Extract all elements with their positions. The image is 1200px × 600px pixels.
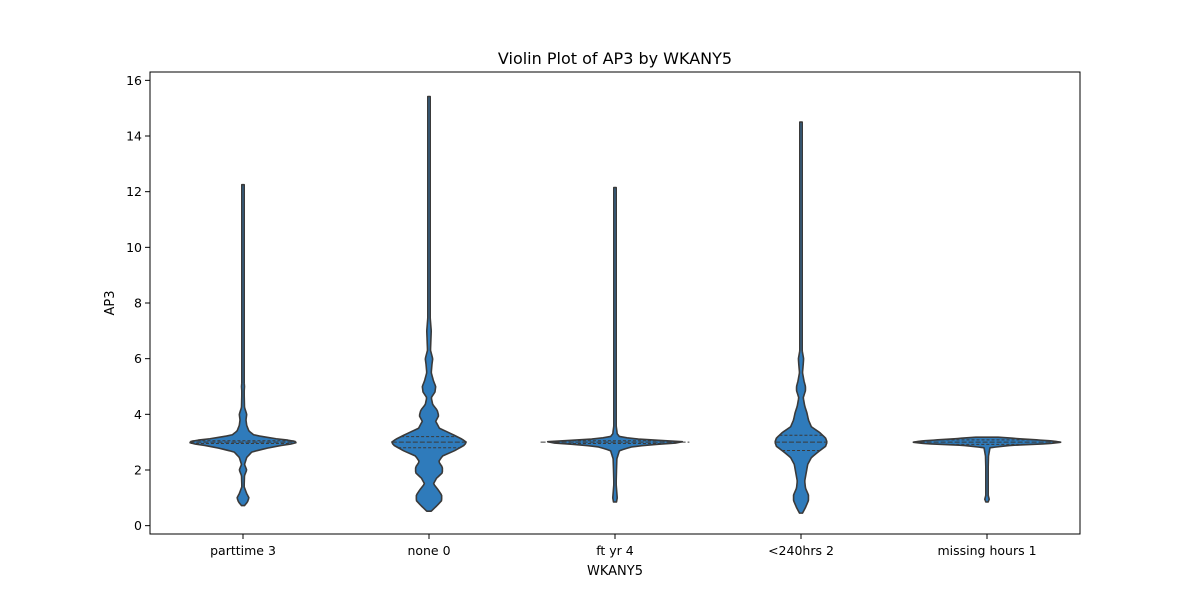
x-tick-label-4: missing hours 1 — [937, 543, 1036, 558]
x-axis-label: WKANY5 — [587, 564, 643, 579]
y-tick-label-1: 2 — [134, 462, 142, 477]
y-tick-label-5: 10 — [126, 240, 142, 255]
y-tick-label-8: 16 — [126, 73, 142, 88]
y-axis: 0 2 4 6 8 10 12 14 16 — [126, 73, 150, 533]
chart-title: Violin Plot of AP3 by WKANY5 — [498, 49, 732, 68]
violin-2 — [546, 186, 684, 503]
y-tick-label-2: 4 — [134, 407, 142, 422]
x-tick-label-0: parttime 3 — [210, 543, 276, 558]
plot-area — [189, 95, 1062, 514]
violin-3 — [774, 121, 828, 514]
y-axis-label: AP3 — [103, 290, 118, 315]
violin-1 — [391, 95, 467, 512]
y-tick-label-4: 8 — [134, 296, 142, 311]
y-tick-label-6: 12 — [126, 184, 142, 199]
x-tick-label-1: none 0 — [407, 543, 450, 558]
violin-0 — [189, 183, 297, 507]
x-tick-label-3: <240hrs 2 — [768, 543, 834, 558]
y-tick-label-3: 6 — [134, 351, 142, 366]
violin-4 — [912, 436, 1062, 503]
x-tick-label-2: ft yr 4 — [596, 543, 634, 558]
y-tick-label-0: 0 — [134, 518, 142, 533]
x-axis: parttime 3 none 0 ft yr 4 <240hrs 2 missing … — [210, 534, 1037, 558]
y-tick-label-7: 14 — [126, 129, 142, 144]
